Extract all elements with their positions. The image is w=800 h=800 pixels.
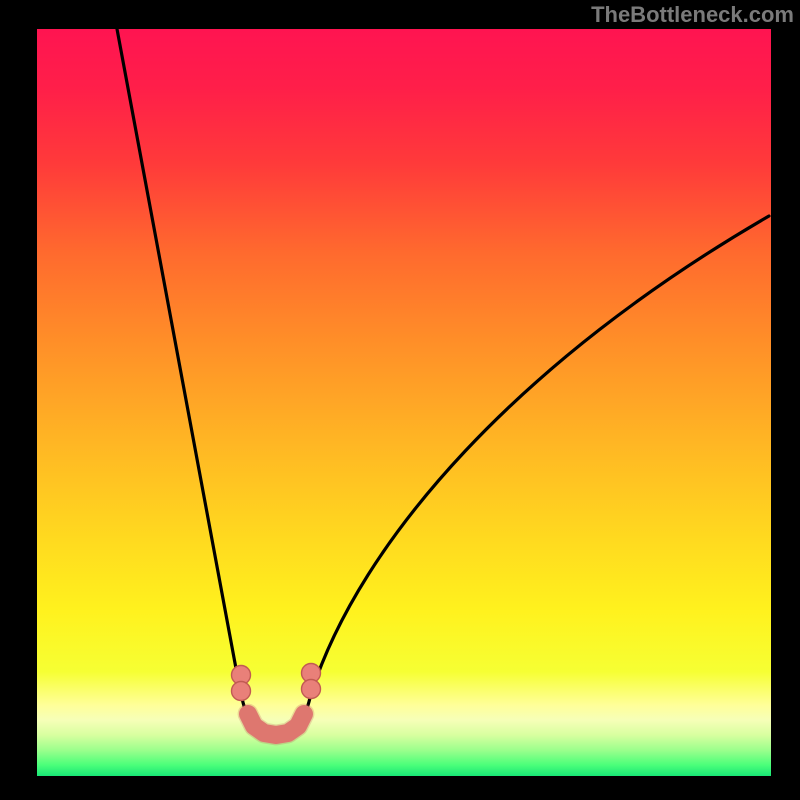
watermark-text: TheBottleneck.com [591,2,794,28]
bead-cluster-1 [302,680,321,699]
plot-area [37,29,771,776]
bead-cluster-0 [232,682,251,701]
chart-svg [0,0,800,800]
